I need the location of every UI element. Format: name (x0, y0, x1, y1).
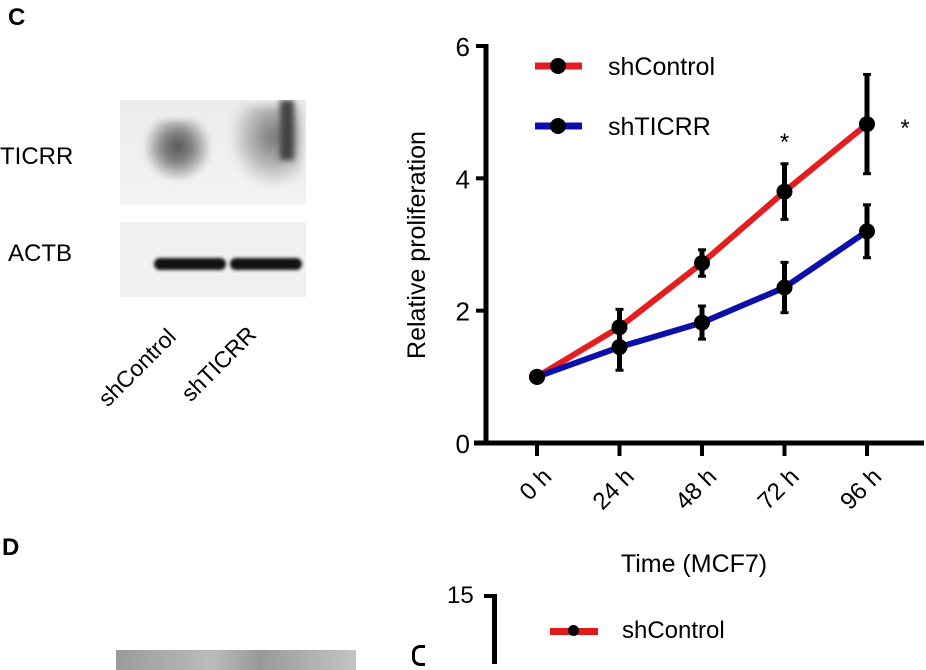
blot-band (280, 100, 294, 160)
y-tick-label: 2 (456, 297, 470, 327)
d-y-tick (484, 594, 494, 598)
western-blot-ticrr (120, 100, 306, 205)
panel-label-d: D (2, 534, 20, 561)
western-blot-d (116, 650, 356, 670)
blot-row-label-actb: ACTB (8, 240, 73, 267)
blot-band (145, 120, 210, 180)
panel-label-c: C (8, 4, 26, 31)
d-y-tick-15: 15 (447, 582, 474, 609)
y-tick-label: 0 (456, 429, 470, 459)
legend-label: shTICRR (608, 113, 711, 141)
data-point (859, 223, 875, 240)
legend-marker (550, 58, 566, 74)
data-point (694, 255, 710, 272)
blot-band (154, 258, 226, 270)
y-tick-label: 4 (456, 164, 470, 194)
d-y-axis (492, 594, 497, 664)
data-point (529, 368, 545, 385)
x-tick-label: 24 h (588, 463, 640, 515)
data-point (694, 314, 710, 331)
data-point (776, 279, 793, 296)
y-tick-label: 6 (456, 32, 470, 62)
blot-row-label-ticrr: TICRR (0, 143, 74, 170)
significance-asterisk: * (900, 115, 909, 142)
x-tick-label: 48 h (670, 463, 722, 515)
legend-marker (550, 118, 566, 134)
legend-label: shControl (608, 53, 715, 81)
y-axis-label: Relative proliferation (403, 131, 431, 359)
blot-band (230, 258, 302, 270)
d-legend-label: shControl (622, 617, 725, 644)
x-tick-label: 72 h (753, 463, 805, 515)
x-axis-label: Time (MCF7) (621, 550, 767, 578)
d-y-axis-label-partial (412, 645, 425, 666)
data-point (776, 183, 793, 200)
d-legend-marker (568, 625, 579, 636)
x-tick-label: 0 h (515, 463, 558, 506)
data-point (859, 116, 875, 133)
data-point (611, 339, 628, 356)
significance-asterisk: * (780, 129, 789, 156)
western-blot-actb (120, 222, 306, 297)
x-tick-label: 96 h (835, 463, 887, 515)
